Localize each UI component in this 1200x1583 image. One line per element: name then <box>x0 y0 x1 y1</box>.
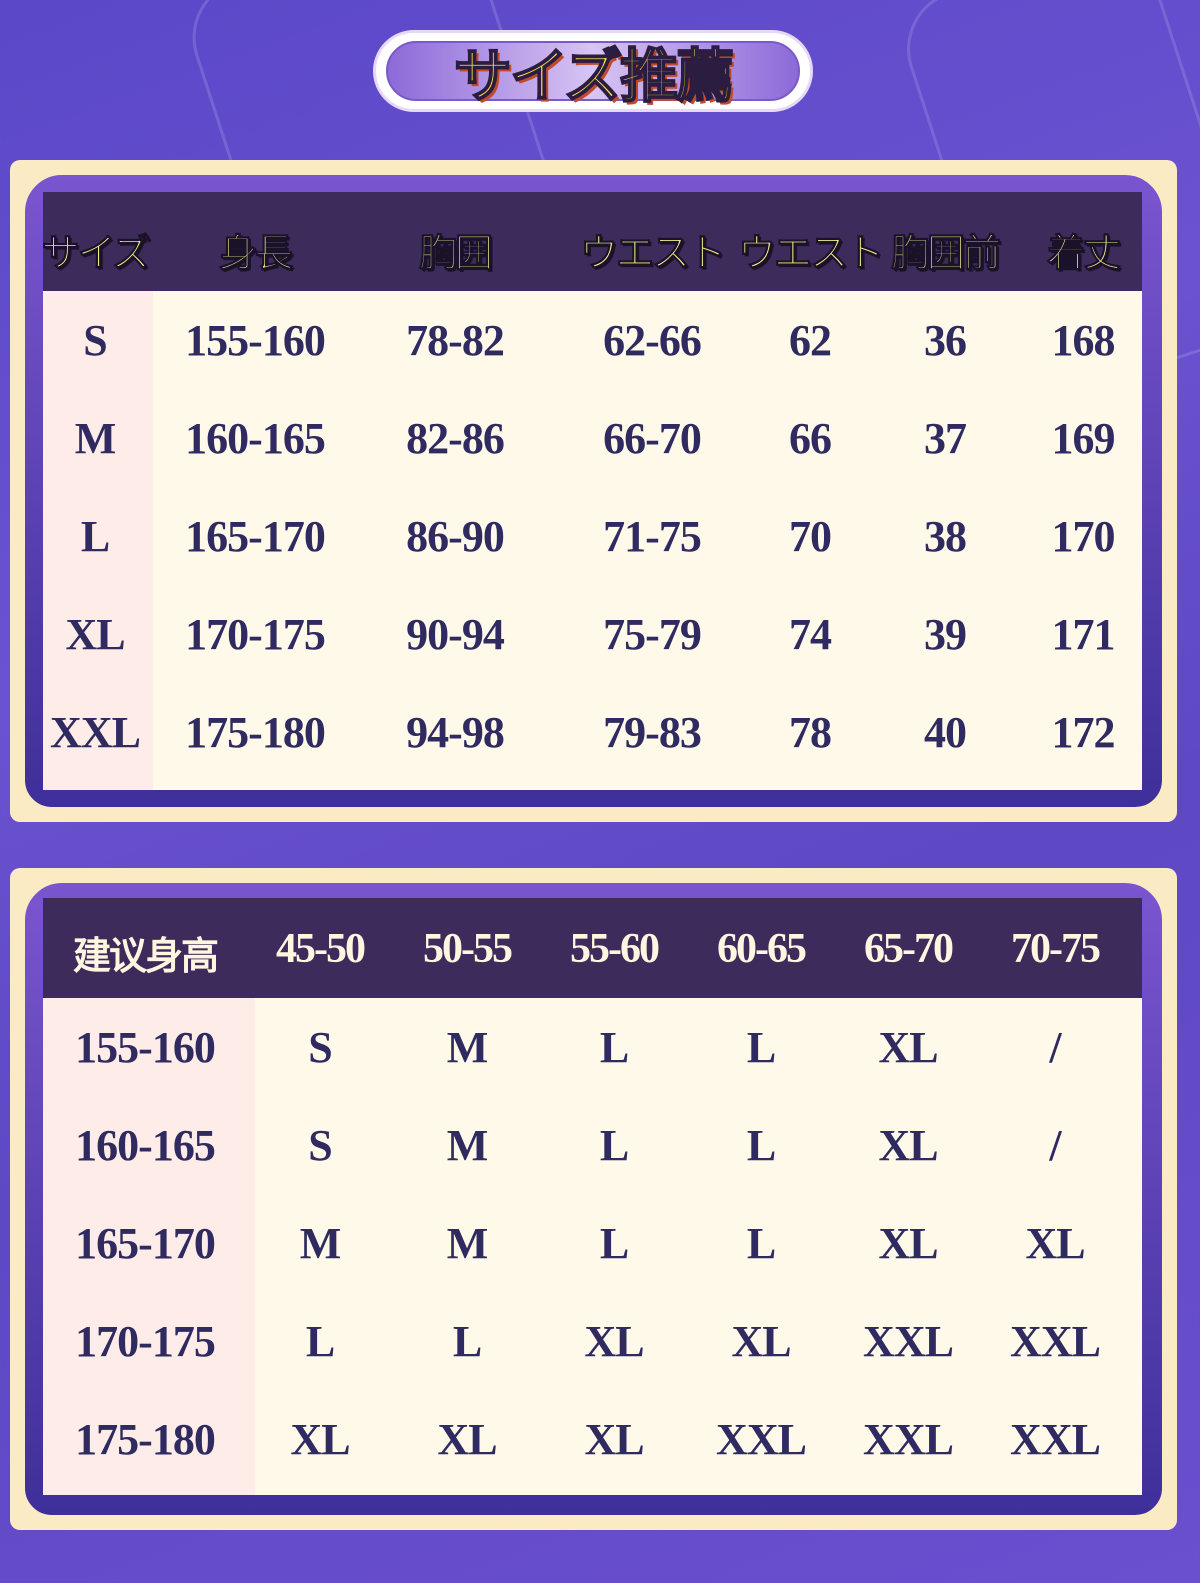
table-cell: 62-66 <box>603 316 702 365</box>
table-cell: 39 <box>924 610 967 659</box>
table-cell: L <box>599 1219 629 1268</box>
column-header: サイズ <box>41 231 151 276</box>
table-cell: 170-175 <box>75 1317 216 1366</box>
table-cell: 160-165 <box>75 1121 216 1170</box>
column-header: 60-65 <box>717 926 807 972</box>
table-cell: M <box>446 1219 489 1268</box>
table-cell: 74 <box>789 610 832 659</box>
table-cell: XL <box>1025 1219 1085 1268</box>
table-cell: L <box>599 1121 629 1170</box>
table-cell: 62 <box>789 316 832 365</box>
column-header: ウエスト <box>737 231 884 276</box>
table-cell: 82-86 <box>406 414 505 463</box>
column-header: 胸囲 <box>418 231 493 276</box>
table-cell: 168 <box>1051 316 1116 365</box>
column-header: 65-70 <box>864 926 954 972</box>
table-cell: XL <box>878 1121 938 1170</box>
table-cell: XXL <box>50 708 141 757</box>
table-cell: 86-90 <box>406 512 505 561</box>
table-cell: L <box>452 1317 482 1366</box>
column-header: 身長 <box>218 231 293 276</box>
column-header: ウエスト <box>579 231 726 276</box>
size-table-body: S 155-160 78-82 62-66 62 36 168 M 160-165 82-86 66… <box>43 291 1142 790</box>
title-banner-inner <box>386 41 800 101</box>
column-header: 55-60 <box>570 926 660 972</box>
column-header: 45-50 <box>276 926 366 972</box>
table-cell: L <box>599 1023 629 1072</box>
table-cell: XXL <box>1010 1415 1101 1464</box>
table-cell: 40 <box>924 708 967 757</box>
column-header: 着丈 <box>1046 231 1121 276</box>
table-cell: XL <box>290 1415 350 1464</box>
size-table-header: サイズ 身長 胸囲 ウエスト ウエスト 胸囲前 着丈 <box>41 192 1142 291</box>
recommend-table-header: 建议身高 45-50 50-55 55-60 60-65 65-70 70-75 <box>43 898 1142 998</box>
table-cell: 165-170 <box>185 512 326 561</box>
table-cell: M <box>446 1023 489 1072</box>
size-column-bg <box>43 291 153 790</box>
table-cell: XL <box>584 1317 644 1366</box>
table-cell: 79-83 <box>603 708 702 757</box>
table-cell: M <box>74 414 117 463</box>
table-cell: XL <box>437 1415 497 1464</box>
table-cell: XL <box>584 1415 644 1464</box>
table-cell: XL <box>878 1219 938 1268</box>
column-header: 建议身高 <box>72 933 219 978</box>
table-cell: L <box>305 1317 335 1366</box>
table-cell: XXL <box>863 1415 954 1464</box>
page-title: サイズ推薦 <box>453 41 735 111</box>
column-header: 70-75 <box>1011 926 1101 972</box>
table-cell: S <box>308 1121 333 1170</box>
table-cell: L <box>746 1121 776 1170</box>
table-cell: L <box>746 1023 776 1072</box>
height-column-bg <box>43 998 255 1495</box>
table-cell: XL <box>731 1317 791 1366</box>
table-cell: 78 <box>789 708 832 757</box>
table-cell: 66-70 <box>603 414 702 463</box>
table-cell: 94-98 <box>406 708 505 757</box>
table-cell: 175-180 <box>185 708 326 757</box>
size-table: サイズ 身長 胸囲 ウエスト ウエスト 胸囲前 着丈 S 155-160 78-82 62-66 6… <box>41 192 1142 790</box>
title-banner: サイズ推薦 <box>373 30 813 112</box>
table-cell: M <box>446 1121 489 1170</box>
table-cell: M <box>299 1219 342 1268</box>
table-cell: 169 <box>1051 414 1116 463</box>
table-cell: 71-75 <box>603 512 702 561</box>
table-cell: 155-160 <box>75 1023 216 1072</box>
table-cell: XXL <box>863 1317 954 1366</box>
column-header: 50-55 <box>423 926 513 972</box>
table-cell: / <box>1049 1121 1061 1170</box>
table-cell: L <box>80 512 110 561</box>
table-cell: 172 <box>1051 708 1116 757</box>
recommend-table-body: 155-160 S M L L XL/160-165 S M L L XL/165-170 M M L L X… <box>43 998 1142 1495</box>
table-cell: 160-165 <box>185 414 326 463</box>
table-cell: 66 <box>789 414 832 463</box>
table-cell: / <box>1049 1023 1061 1072</box>
table-cell: 155-160 <box>185 316 326 365</box>
table-cell: XXL <box>716 1415 807 1464</box>
table-cell: 165-170 <box>75 1219 216 1268</box>
table-cell: XL <box>65 610 125 659</box>
table-cell: 37 <box>924 414 967 463</box>
table-cell: 36 <box>924 316 967 365</box>
table-cell: XL <box>878 1023 938 1072</box>
table-cell: S <box>83 316 108 365</box>
table-cell: 170 <box>1051 512 1116 561</box>
column-header: 胸囲前 <box>890 231 1001 276</box>
table-cell: 90-94 <box>406 610 505 659</box>
table-cell: 38 <box>924 512 967 561</box>
table-cell: 70 <box>789 512 832 561</box>
recommend-table: 建议身高 45-50 50-55 55-60 60-65 65-70 70-75 155-1… <box>43 898 1142 1495</box>
table-cell: L <box>746 1219 776 1268</box>
table-cell: XXL <box>1010 1317 1101 1366</box>
table-cell: 171 <box>1051 610 1116 659</box>
table-cell: 170-175 <box>185 610 326 659</box>
table-cell: 78-82 <box>406 316 505 365</box>
table-cell: S <box>308 1023 333 1072</box>
table-cell: 75-79 <box>603 610 702 659</box>
table-cell: 175-180 <box>75 1415 216 1464</box>
